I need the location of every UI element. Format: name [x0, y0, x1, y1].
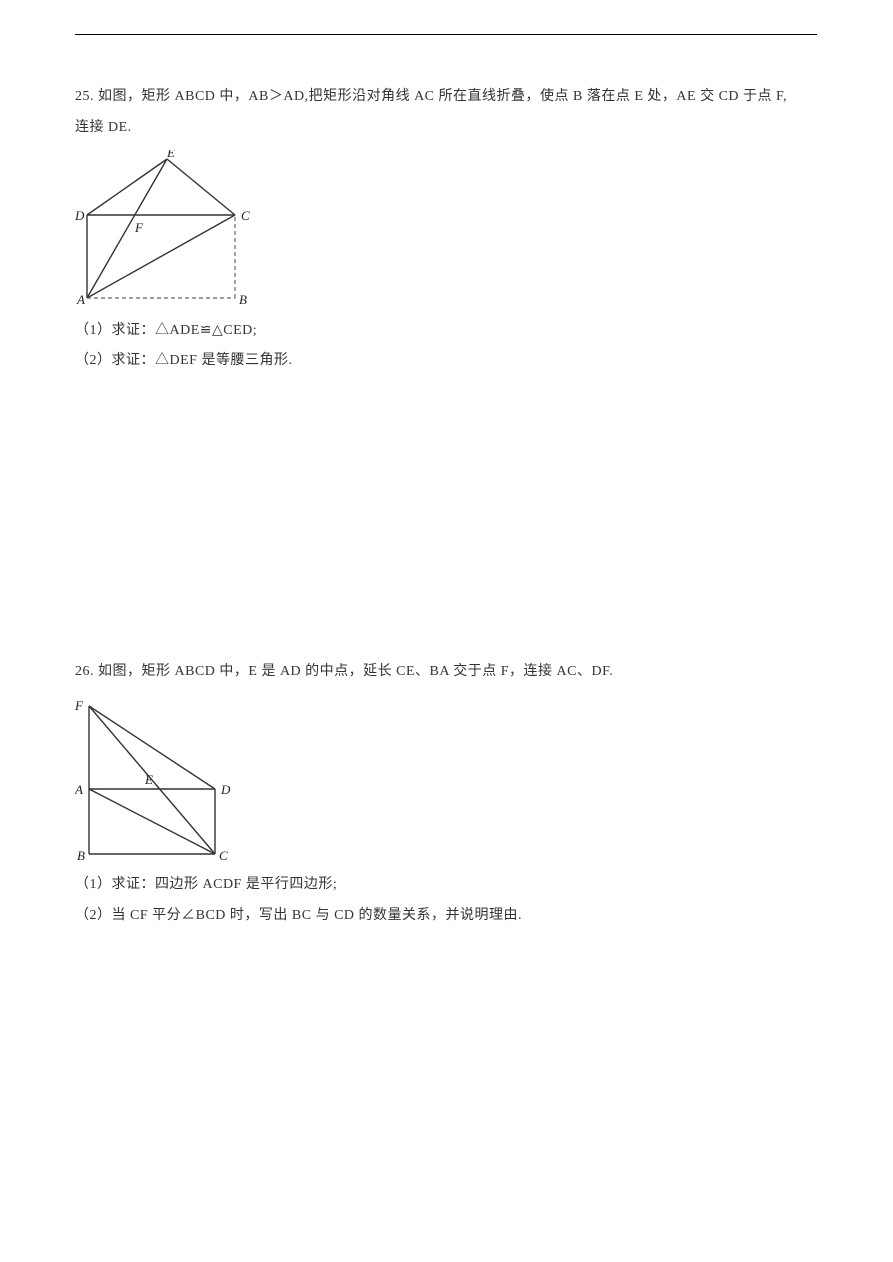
svg-text:A: A: [76, 292, 85, 307]
svg-text:F: F: [75, 698, 84, 713]
q25-figure-svg: A B C D E F: [75, 150, 255, 310]
q25-figure: A B C D E F: [75, 150, 817, 310]
svg-text:C: C: [219, 848, 228, 863]
svg-text:E: E: [166, 150, 175, 160]
svg-text:A: A: [75, 782, 83, 797]
svg-text:B: B: [77, 848, 85, 863]
answer-space-25: [75, 377, 817, 657]
top-rule: [75, 34, 817, 35]
svg-text:D: D: [75, 208, 85, 223]
q26-figure-svg: B C D A E F: [75, 694, 245, 864]
q26-sub2: （2）当 CF 平分∠BCD 时，写出 BC 与 CD 的数量关系，并说明理由.: [75, 901, 817, 932]
svg-text:E: E: [144, 772, 153, 787]
page-content: 25. 如图，矩形 ABCD 中，AB＞AD,把矩形沿对角线 AC 所在直线折叠…: [75, 82, 817, 932]
q26-sub1: （1）求证：四边形 ACDF 是平行四边形;: [75, 870, 817, 901]
q26-prompt-1: 26. 如图，矩形 ABCD 中，E 是 AD 的中点，延长 CE、BA 交于点…: [75, 657, 817, 688]
q25-prompt-2: 连接 DE.: [75, 113, 817, 144]
q25-prompt-1: 25. 如图，矩形 ABCD 中，AB＞AD,把矩形沿对角线 AC 所在直线折叠…: [75, 82, 817, 113]
svg-text:D: D: [220, 782, 231, 797]
q25-sub1: （1）求证：△ADE≌△CED;: [75, 316, 817, 347]
svg-text:B: B: [239, 292, 247, 307]
svg-text:C: C: [241, 208, 250, 223]
q25-sub2: （2）求证：△DEF 是等腰三角形.: [75, 346, 817, 377]
svg-text:F: F: [134, 220, 144, 235]
q26-figure: B C D A E F: [75, 694, 817, 864]
